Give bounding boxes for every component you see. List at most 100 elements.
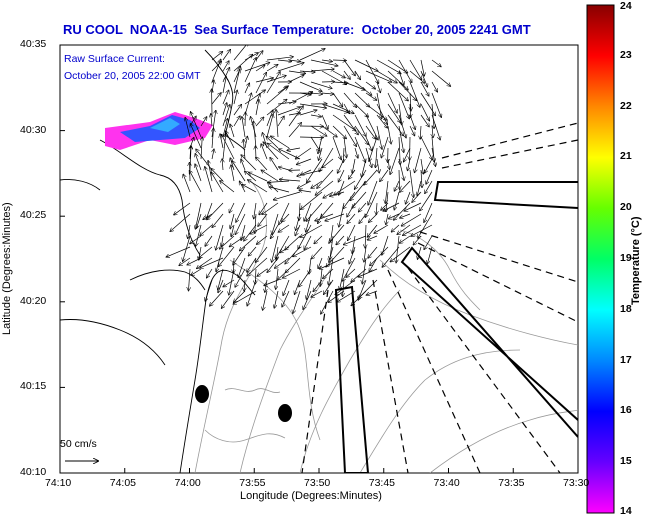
current-vector [343, 103, 349, 114]
current-vector [297, 169, 323, 176]
current-vector [347, 213, 356, 223]
current-vector [247, 279, 257, 306]
current-vector [404, 147, 411, 162]
current-vector [241, 159, 246, 171]
survey-lines [301, 122, 578, 473]
current-vector [211, 169, 224, 182]
current-vector [346, 268, 356, 277]
current-vector [354, 147, 358, 158]
current-vector [205, 235, 213, 246]
current-vector [195, 154, 202, 171]
current-vector [367, 235, 378, 240]
current-vector [354, 136, 366, 162]
current-vector [299, 93, 311, 95]
current-vector [277, 63, 304, 72]
current-vector [332, 125, 346, 139]
current-vector [301, 169, 312, 175]
current-vector [321, 202, 334, 217]
current-vector [332, 114, 356, 131]
current-vector [288, 70, 305, 74]
current-vector [222, 77, 226, 94]
current-vector [310, 69, 334, 71]
current-vector [269, 187, 290, 193]
current-vector [191, 112, 202, 138]
current-vector [314, 235, 323, 244]
current-vector [235, 268, 246, 287]
current-vector [288, 106, 303, 127]
colorbar-tick-label: 18 [620, 302, 632, 315]
current-vector [397, 224, 411, 234]
current-vector [317, 169, 334, 188]
current-vector [299, 49, 325, 61]
current-vector [299, 103, 326, 108]
current-vector [307, 158, 323, 182]
current-vector [222, 290, 235, 308]
x-tick-label: 74:05 [109, 477, 137, 489]
current-vector [293, 246, 312, 257]
current-vector [310, 115, 321, 117]
current-vector [266, 57, 293, 61]
current-vector [304, 235, 312, 249]
current-vector [420, 114, 429, 127]
current-vector [310, 136, 320, 151]
current-vector [276, 235, 290, 258]
current-vector [195, 164, 202, 182]
current-vector [279, 167, 290, 171]
current-vector [231, 165, 235, 182]
current-vector [283, 279, 290, 295]
current-vector [355, 169, 367, 189]
current-vector [278, 224, 290, 232]
colorbar [586, 4, 615, 514]
current-vector [285, 235, 301, 250]
current-vector [266, 114, 273, 138]
current-vector [352, 158, 356, 173]
current-vector [220, 235, 235, 249]
current-vector [244, 53, 258, 61]
current-vector [365, 70, 392, 82]
x-tick-label: 74:00 [174, 477, 201, 489]
current-vector [267, 257, 279, 272]
current-vector [376, 59, 401, 74]
current-vector [385, 180, 389, 203]
current-vector [366, 290, 378, 295]
current-vector [236, 202, 246, 222]
x-tick-label: 73:45 [368, 477, 396, 489]
current-vector [212, 149, 214, 160]
current-vector [401, 213, 422, 226]
current-vector [310, 93, 322, 94]
current-vector [275, 257, 290, 268]
current-vector [319, 147, 323, 160]
figure-title: RU COOL NOAA-15 Sea Surface Temperature:… [63, 22, 531, 37]
current-vector [420, 191, 433, 211]
current-vector [231, 224, 235, 237]
current-vector [400, 235, 411, 243]
colorbar-tick-label: 23 [620, 48, 632, 61]
current-vector [310, 125, 327, 136]
current-vector [321, 114, 328, 129]
current-vector [343, 92, 356, 107]
current-vector [262, 202, 279, 214]
current-vector [185, 118, 191, 138]
x-tick-label: 73:35 [498, 477, 525, 489]
current-vector [285, 257, 301, 273]
current-vector [387, 125, 391, 144]
current-vector [364, 246, 366, 262]
current-vector [391, 224, 400, 232]
current-vector [431, 114, 440, 140]
current-vector [283, 268, 301, 278]
current-vector [383, 202, 400, 211]
current-vector [387, 114, 403, 136]
current-vector [264, 279, 279, 286]
current-vector [381, 136, 389, 158]
current-vector [418, 213, 433, 238]
current-vector [207, 202, 224, 220]
current-vector [255, 65, 265, 72]
current-vector [412, 191, 422, 202]
current-vector [211, 111, 216, 138]
current-vector [398, 92, 409, 119]
current-vector [266, 87, 287, 105]
current-vector [313, 279, 323, 292]
current-vector [251, 117, 257, 138]
current-vector [226, 131, 235, 149]
current-vector [321, 70, 346, 85]
